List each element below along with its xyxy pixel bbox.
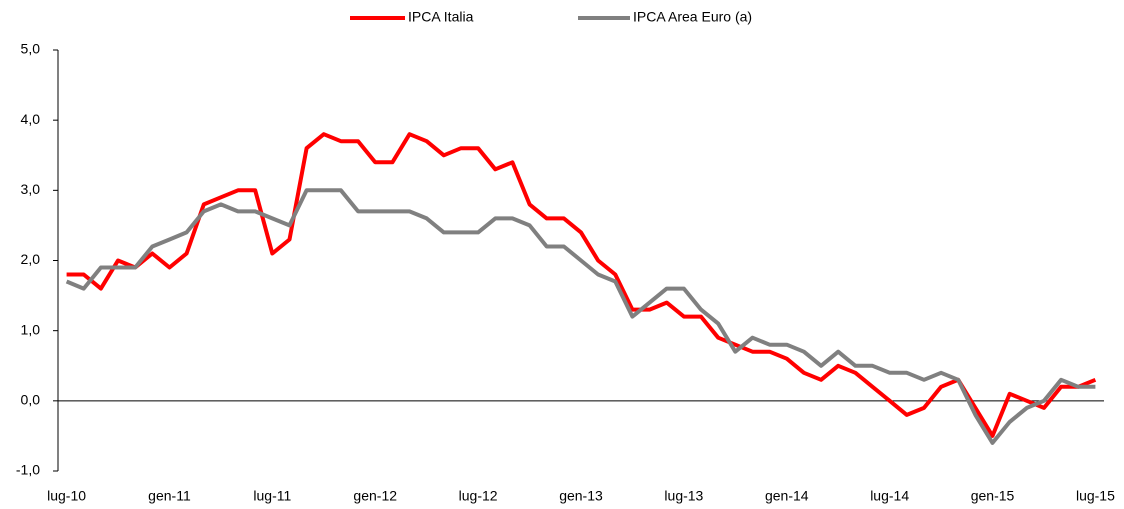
x-tick-label: gen-12 <box>353 488 397 504</box>
legend-label: IPCA Italia <box>408 9 474 25</box>
x-tick-label: gen-13 <box>559 488 603 504</box>
y-tick-label: 1,0 <box>21 321 41 337</box>
x-tick-label: lug-11 <box>253 488 291 504</box>
x-tick-label: gen-11 <box>148 488 191 504</box>
y-tick-label: 0,0 <box>21 392 41 408</box>
series-line <box>65 188 1096 445</box>
y-tick-label: 4,0 <box>21 111 41 127</box>
x-tick-label: lug-13 <box>664 488 703 504</box>
x-tick-label: gen-15 <box>971 488 1015 504</box>
legend-label: IPCA Area Euro (a) <box>633 9 752 25</box>
y-tick-label: 2,0 <box>21 251 41 267</box>
x-tick-label: gen-14 <box>765 488 809 504</box>
x-tick-label: lug-15 <box>1076 488 1115 504</box>
x-tick-label: lug-14 <box>870 488 909 504</box>
y-tick-label: 3,0 <box>21 181 41 197</box>
y-tick-label: -1,0 <box>16 462 40 478</box>
series-line <box>66 132 1097 438</box>
x-tick-label: lug-10 <box>47 488 86 504</box>
y-tick-label: 5,0 <box>21 41 41 57</box>
x-tick-label: lug-12 <box>459 488 498 504</box>
